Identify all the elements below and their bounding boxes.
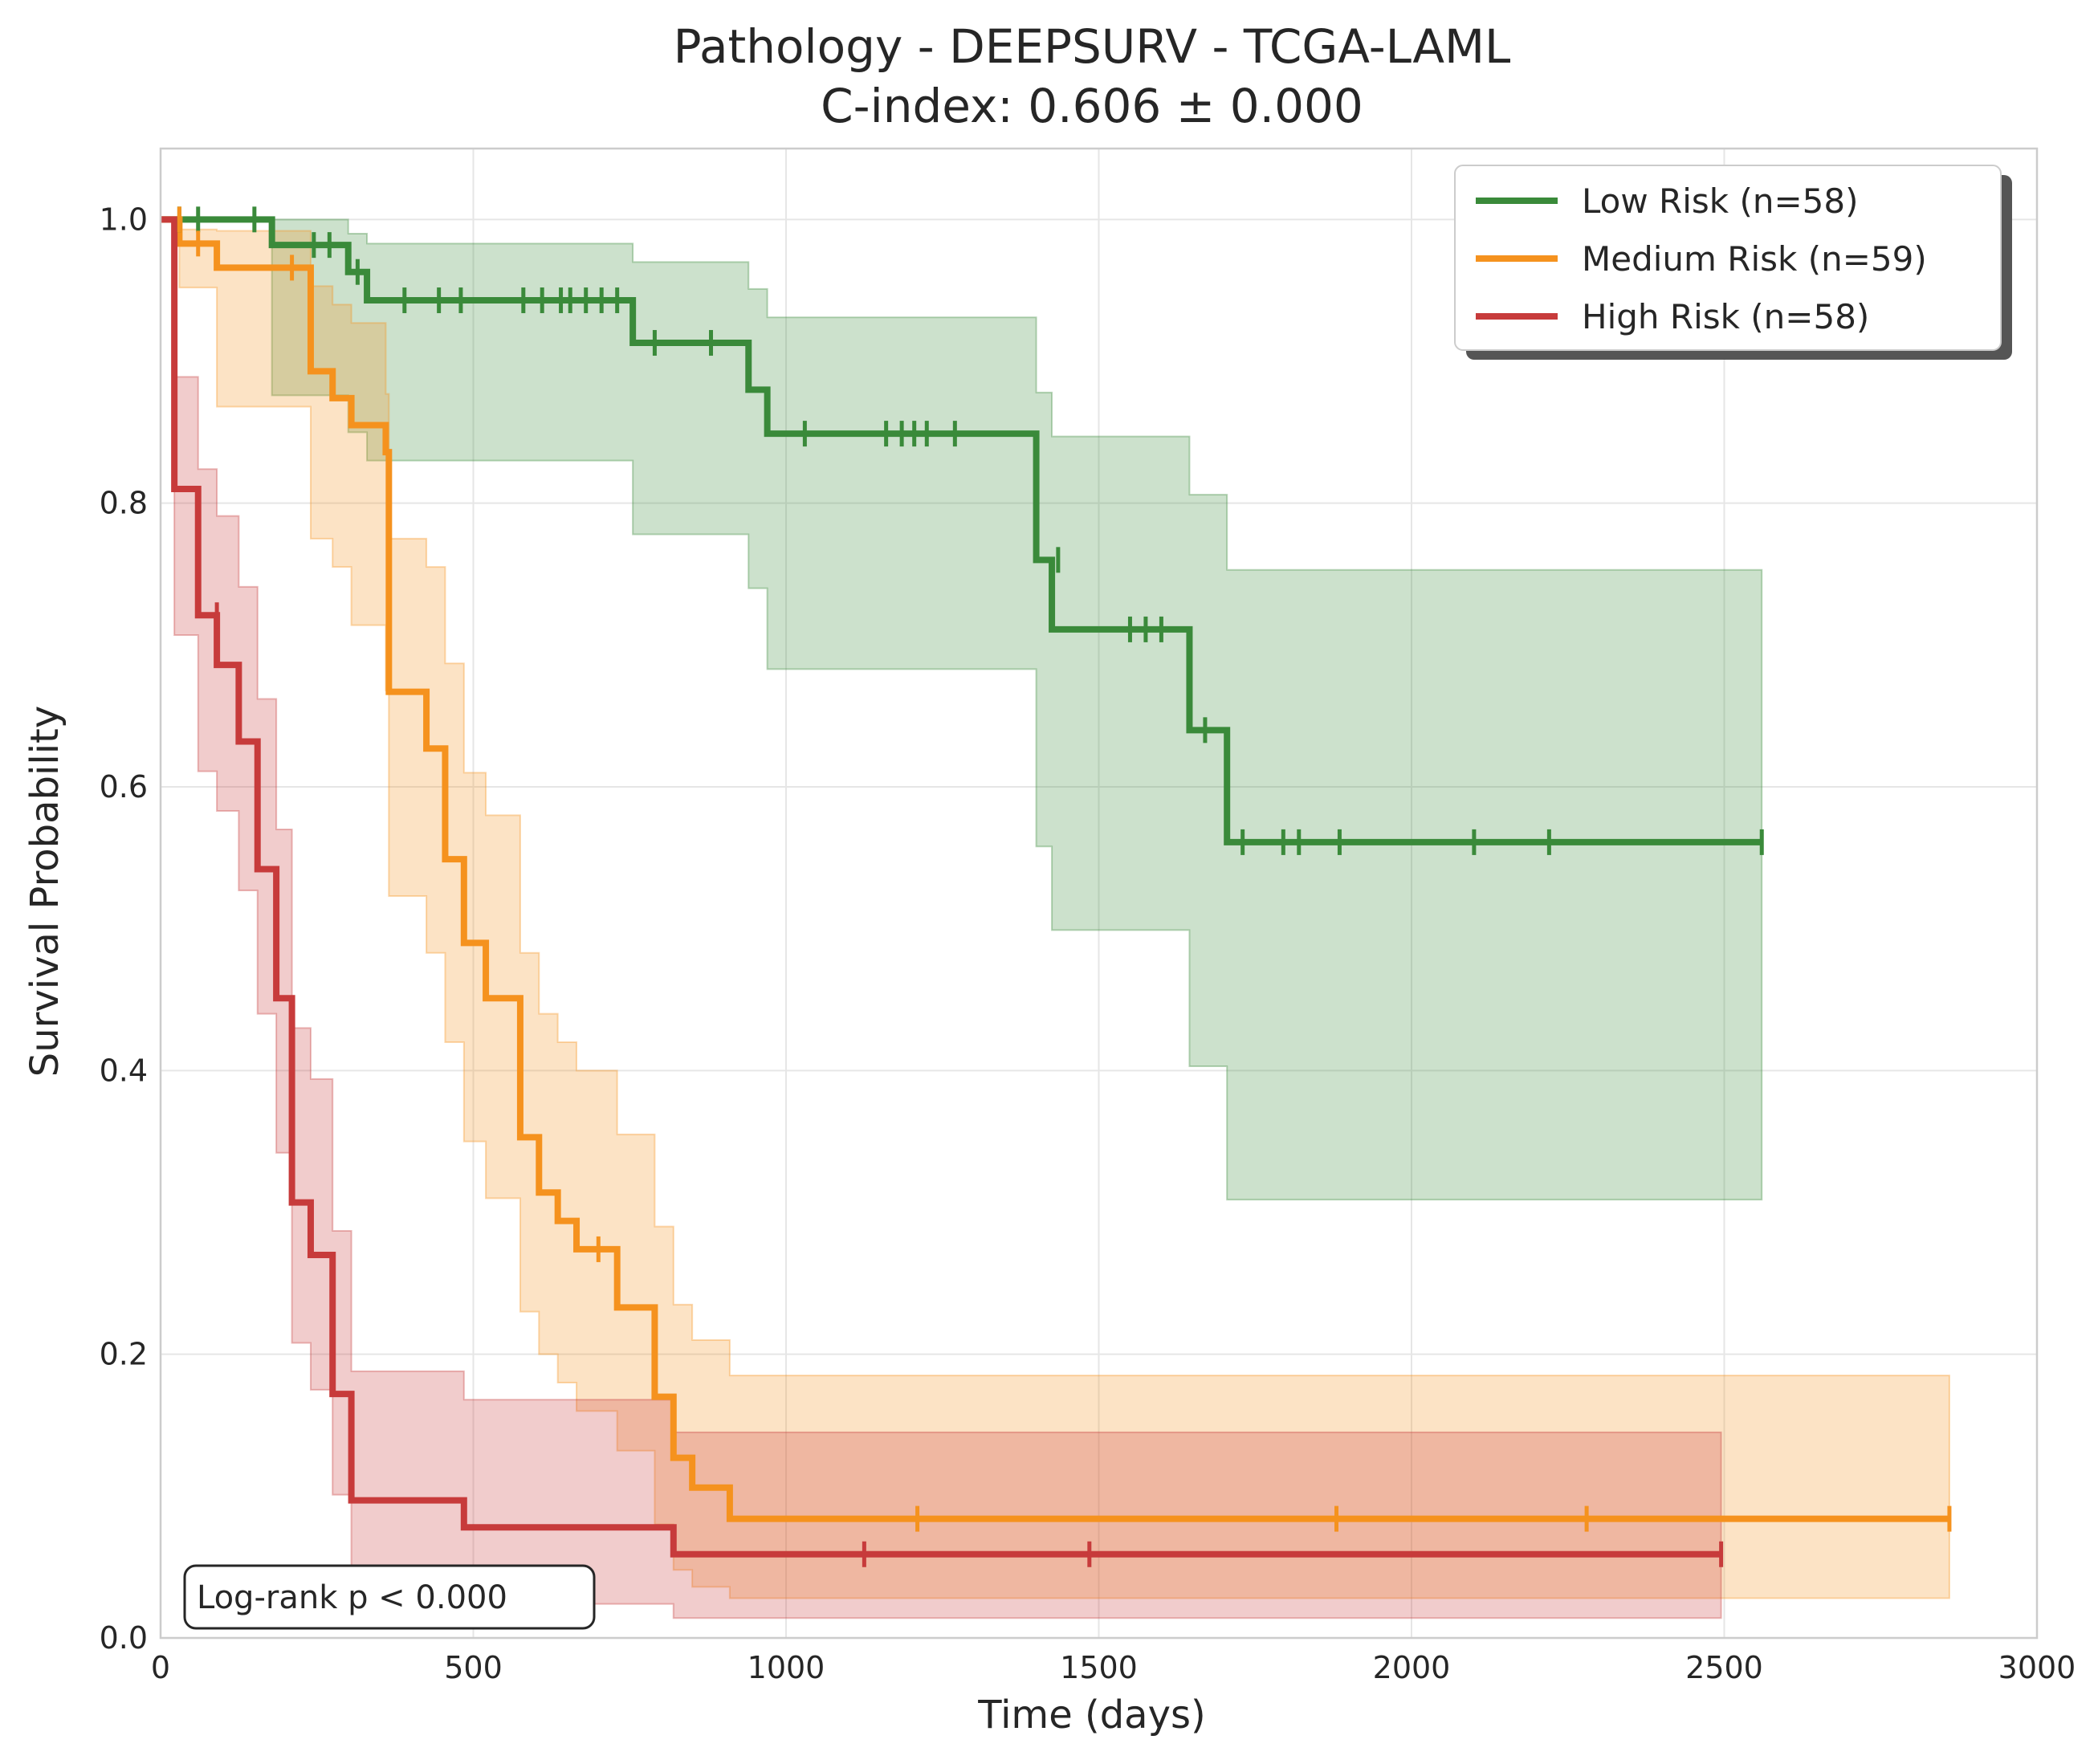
axis-ticks: 0 500 1000 1500 2000 2500 3000 0.0 0.2 0.4 0.6 0.8 1…	[100, 202, 2076, 1685]
curve-medium-risk	[161, 216, 1949, 1522]
chart-title: Pathology - DEEPSURV - TCGA-LAML	[674, 19, 1511, 74]
legend-label-high-risk: High Risk (n=58)	[1582, 297, 1869, 336]
x-tick-label: 1000	[748, 1650, 825, 1685]
x-tick-label: 2500	[1685, 1650, 1763, 1685]
logrank-text: Log-rank p < 0.000	[197, 1579, 507, 1616]
y-tick-label: 0.6	[100, 769, 148, 805]
logrank-box	[183, 1564, 596, 1630]
y-tick-label: 0.2	[100, 1337, 148, 1372]
legend-label-medium-risk: Medium Risk (n=59)	[1582, 239, 1927, 279]
ci-band-low-risk	[161, 218, 1763, 1201]
y-tick-label: 0.0	[100, 1620, 148, 1656]
ci-band-high-risk	[161, 218, 1722, 1619]
logrank-annotation: Log-rank p < 0.000	[183, 1564, 596, 1630]
legend: Low Risk (n=58) Medium Risk (n=59) High …	[1454, 165, 2012, 360]
x-axis-label: Time (days)	[977, 1693, 1205, 1738]
x-tick-label: 500	[444, 1650, 503, 1685]
survival-curves	[161, 216, 1949, 1558]
x-tick-label: 2000	[1373, 1650, 1451, 1685]
y-axis-label: Survival Probability	[22, 706, 67, 1078]
legend-box	[1454, 165, 2002, 351]
confidence-bands	[161, 218, 1950, 1619]
curve-low-risk	[161, 216, 1762, 845]
plot-frame	[159, 147, 2039, 1640]
curve-high-risk	[161, 216, 1721, 1558]
y-tick-label: 1.0	[100, 202, 148, 237]
y-tick-label: 0.4	[100, 1053, 148, 1088]
y-tick-label: 0.8	[100, 486, 148, 521]
x-tick-label: 1500	[1060, 1650, 1138, 1685]
censor-marks	[177, 206, 1952, 1567]
legend-label-low-risk: Low Risk (n=58)	[1582, 181, 1859, 221]
x-tick-label: 0	[151, 1650, 170, 1685]
x-tick-label: 3000	[1998, 1650, 2076, 1685]
chart-subtitle: C-index: 0.606 ± 0.000	[821, 79, 1363, 133]
